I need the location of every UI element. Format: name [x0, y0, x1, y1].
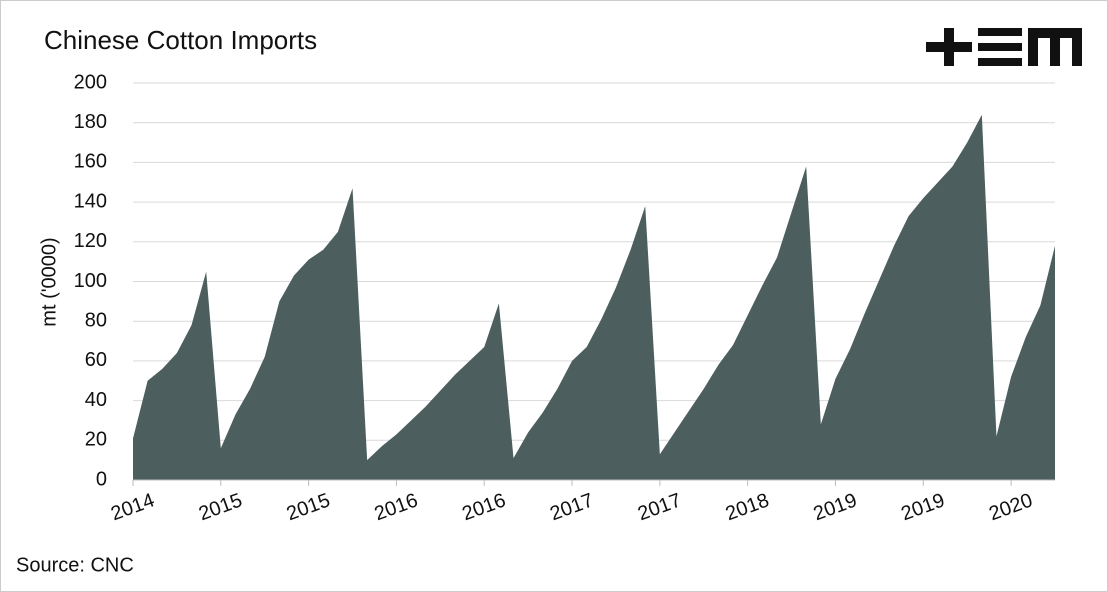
- chart-title: Chinese Cotton Imports: [44, 25, 317, 55]
- y-tick-label: 160: [74, 151, 107, 173]
- y-tick-label: 180: [74, 111, 107, 133]
- y-tick-label: 40: [85, 389, 107, 411]
- logo: [926, 28, 1082, 66]
- y-tick-label: 80: [85, 309, 107, 331]
- y-tick-label: 100: [74, 270, 107, 292]
- y-tick-label: 0: [96, 468, 107, 490]
- y-tick-label: 200: [74, 71, 107, 93]
- y-tick-label: 140: [74, 190, 107, 212]
- y-tick-label: 60: [85, 349, 107, 371]
- area: [133, 114, 1055, 480]
- y-axis-label: mt ('0000): [38, 237, 60, 326]
- y-tick-label: 20: [85, 429, 107, 451]
- y-tick-label: 120: [74, 230, 107, 252]
- source: Source: CNC: [16, 554, 134, 576]
